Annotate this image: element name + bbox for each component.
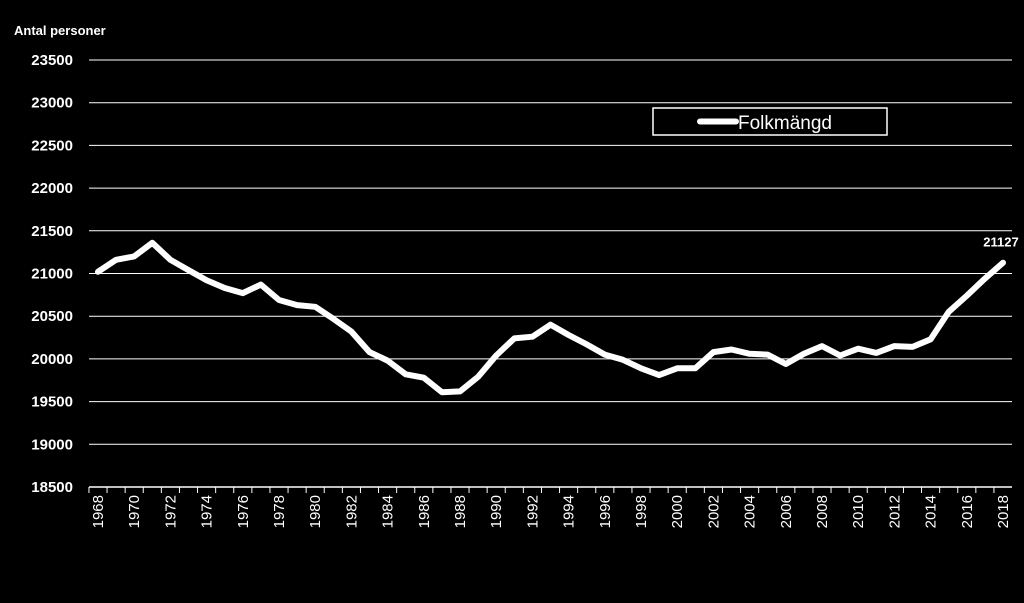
y-tick-label: 20000 [31,351,73,368]
y-tick-label: 21500 [31,223,73,240]
x-tick-label: 1980 [307,495,324,528]
x-tick-label: 1984 [380,495,397,528]
gridlines [89,59,1012,445]
x-tick-label: 1992 [524,495,541,528]
y-tick-label: 21000 [31,266,73,283]
y-tick-label: 19000 [31,436,73,453]
y-tick-label: 19500 [31,394,73,411]
y-tick-label: 23500 [31,52,73,69]
x-tick-label: 2018 [995,495,1012,528]
x-tick-label: 2002 [705,495,722,528]
x-tick-label: 1988 [452,495,469,528]
x-tick-label: 2014 [923,495,940,528]
series-line-folkmangd [95,239,1006,396]
x-tick-label: 2006 [778,495,795,528]
legend-box [652,107,888,136]
x-tick-label: 1970 [126,495,143,528]
legend-label-folkmangd: Folkmängd [738,113,832,134]
x-tick-label: 2010 [850,495,867,528]
x-tick-label: 1982 [343,495,360,528]
y-axis-ticks: 18500 19000 19500 20000 20500 21000 21500 22000… [31,52,73,496]
y-tick-label: 23000 [31,95,73,112]
x-tick-label: 1968 [90,495,107,528]
x-tick-label: 1998 [633,495,650,528]
x-tick-label: 2012 [886,495,903,528]
x-tick-label: 1974 [199,495,216,528]
series-group [95,239,1006,396]
y-tick-label: 18500 [31,479,73,496]
x-tick-label: 2004 [742,495,759,528]
x-tick-label: 1996 [597,495,614,528]
x-tick-label: 1978 [271,495,288,528]
x-tick-label: 1994 [561,495,578,528]
x-tick-label: 2000 [669,495,686,528]
legend: Folkmängd [652,107,888,136]
y-tick-label: 22500 [31,137,73,154]
x-tick-label: 1976 [235,495,252,528]
data-labels: 21127 [983,235,1018,250]
x-tick-label: 2016 [959,495,976,528]
y-axis-label: Antal personer [14,23,106,38]
x-axis-ticks: 1968 1970 1972 1974 1976 1978 1980 1982 1984 1986… [88,487,1012,528]
x-tick-label: 1972 [162,495,179,528]
data-label: 21127 [983,235,1018,250]
x-tick-label: 1990 [488,495,505,528]
y-tick-label: 20500 [31,308,73,325]
x-tick-label: 2008 [814,495,831,528]
y-tick-label: 22000 [31,180,73,197]
x-tick-label: 1986 [416,495,433,528]
